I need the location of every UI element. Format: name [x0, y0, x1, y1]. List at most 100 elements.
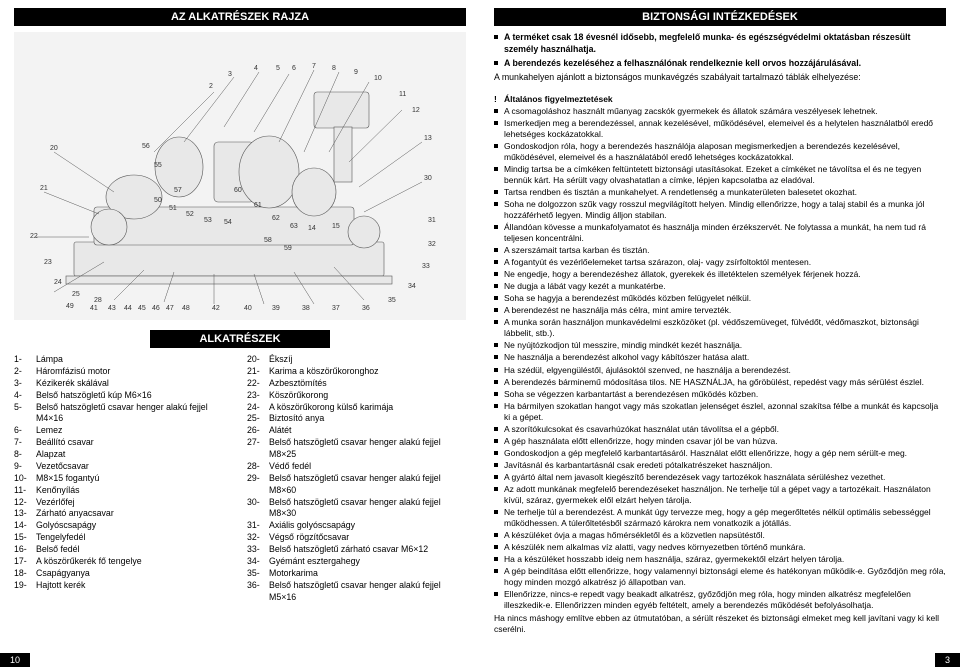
warning-row: Javításnál és karbantartásnál csak erede…	[494, 460, 946, 471]
parts-row: 15-Tengelyfedél	[14, 532, 233, 544]
parts-row: 4-Belső hatszögletű kúp M6×16	[14, 390, 233, 402]
parts-text: Biztosító anya	[269, 413, 466, 425]
svg-text:41: 41	[90, 305, 98, 312]
svg-text:12: 12	[412, 107, 420, 114]
svg-text:58: 58	[264, 237, 272, 244]
warning-text: Soha se hagyja a berendezést működés köz…	[504, 293, 751, 304]
svg-text:52: 52	[186, 211, 194, 218]
warning-row: Ne terhelje túl a berendezést. A munkát …	[494, 507, 946, 529]
parts-text: Tengelyfedél	[36, 532, 233, 544]
svg-text:32: 32	[428, 241, 436, 248]
svg-text:5: 5	[276, 65, 280, 72]
parts-row: 24-A köszörűkorong külső karimája	[247, 402, 466, 414]
parts-text: A köszörűkorong külső karimája	[269, 402, 466, 414]
parts-num: 17-	[14, 556, 36, 568]
square-bullet-icon	[494, 121, 498, 125]
page-number-right: 3	[935, 653, 960, 667]
parts-text: Lámpa	[36, 354, 233, 366]
svg-text:6: 6	[292, 65, 296, 72]
parts-num: 13-	[14, 508, 36, 520]
parts-text: Zárható anyacsavar	[36, 508, 233, 520]
svg-text:47: 47	[166, 305, 174, 312]
parts-text: Vezetőcsavar	[36, 461, 233, 473]
svg-text:53: 53	[204, 217, 212, 224]
square-bullet-icon	[494, 296, 498, 300]
warning-text: A fogantyút és vezérlőelemeket tartsa sz…	[504, 257, 811, 268]
intro-row: A berendezés kezeléséhez a felhasználóna…	[494, 58, 946, 70]
parts-text: Kenőnyílás	[36, 485, 233, 497]
parts-row: 8-Alapzat	[14, 449, 233, 461]
warning-row: Ha bármilyen szokatlan hangot vagy más s…	[494, 401, 946, 423]
warning-text: Ha szédül, elgyengüléstől, ájulásoktól s…	[504, 365, 791, 376]
parts-text: Belső hatszögletű csavar henger alakú fe…	[269, 437, 466, 461]
parts-row: 13-Zárható anyacsavar	[14, 508, 233, 520]
svg-text:9: 9	[354, 69, 358, 76]
svg-text:24: 24	[54, 279, 62, 286]
warning-row: Ne nyújtózkodjon túl messzire, mindig mi…	[494, 340, 946, 351]
parts-num: 22-	[247, 378, 269, 390]
warning-row: A berendezés bárminemű módosítása tilos.…	[494, 377, 946, 388]
warn-title: Általános figyelmeztetések	[504, 94, 613, 104]
parts-row: 12-Vezérlőfej	[14, 497, 233, 509]
square-bullet-icon	[494, 61, 498, 65]
warning-text: A szerszámait tartsa karban és tisztán.	[504, 245, 650, 256]
parts-num: 14-	[14, 520, 36, 532]
parts-text: Lemez	[36, 425, 233, 437]
warning-row: A szorítókulcsokat és csavarhúzókat hasz…	[494, 424, 946, 435]
square-bullet-icon	[494, 260, 498, 264]
intro-block: A terméket csak 18 évesnél idősebb, megf…	[494, 32, 946, 84]
parts-text: Csapágyanya	[36, 568, 233, 580]
warning-row: A szerszámait tartsa karban és tisztán.	[494, 245, 946, 256]
parts-num: 20-	[247, 354, 269, 366]
square-bullet-icon	[494, 272, 498, 276]
parts-list: 1-Lámpa2-Háromfázisú motor3-Kézikerék sk…	[14, 354, 466, 603]
parts-row: 3-Kézikerék skálával	[14, 378, 233, 390]
square-bullet-icon	[494, 439, 498, 443]
warnings-list: A csomagoláshoz használt műanyag zacskók…	[494, 106, 946, 612]
parts-num: 31-	[247, 520, 269, 532]
parts-num: 15-	[14, 532, 36, 544]
parts-row: 6-Lemez	[14, 425, 233, 437]
warning-row: A készüléket óvja a magas hőmérsékletől …	[494, 530, 946, 541]
parts-subtitle: ALKATRÉSZEK	[150, 330, 331, 348]
warning-row: A fogantyút és vezérlőelemeket tartsa sz…	[494, 257, 946, 268]
svg-text:37: 37	[332, 305, 340, 312]
parts-row: 26-Alátét	[247, 425, 466, 437]
parts-row: 28-Védő fedél	[247, 461, 466, 473]
svg-text:49: 49	[66, 303, 74, 310]
svg-text:44: 44	[124, 305, 132, 312]
warning-row: Mindig tartsa be a címkéken feltüntetett…	[494, 164, 946, 186]
square-bullet-icon	[494, 248, 498, 252]
intro-text: A berendezés kezeléséhez a felhasználóna…	[504, 58, 861, 70]
parts-row: 22-Azbesztömítés	[247, 378, 466, 390]
parts-num: 27-	[247, 437, 269, 461]
warning-text: Ellenőrizze, nincs-e repedt vagy beakadt…	[504, 589, 946, 611]
warning-row: Soha se hagyja a berendezést működés köz…	[494, 293, 946, 304]
parts-num: 25-	[247, 413, 269, 425]
warning-row: A gép beindítása előtt ellenőrizze, hogy…	[494, 566, 946, 588]
parts-row: 9-Vezetőcsavar	[14, 461, 233, 473]
page-number-left: 10	[0, 653, 30, 667]
warning-row: Gondoskodjon a gép megfelelő karbantartá…	[494, 448, 946, 459]
parts-text: Alapzat	[36, 449, 233, 461]
warning-text: Javításnál és karbantartásnál csak erede…	[504, 460, 772, 471]
warning-text: Ne dugja a lábát vagy kezét a munkatérbe…	[504, 281, 666, 292]
parts-num: 23-	[247, 390, 269, 402]
parts-text: Belső hatszögletű csavar henger alakú fe…	[269, 497, 466, 521]
parts-text: Karima a köszörűkoronghoz	[269, 366, 466, 378]
warning-text: Ne használja a berendezést alkohol vagy …	[504, 352, 749, 363]
parts-row: 35-Motorkarima	[247, 568, 466, 580]
svg-text:23: 23	[44, 259, 52, 266]
parts-row: 14-Golyóscsapágy	[14, 520, 233, 532]
square-bullet-icon	[494, 368, 498, 372]
svg-text:8: 8	[332, 65, 336, 72]
left-title: AZ ALKATRÉSZEK RAJZA	[14, 8, 466, 26]
warning-text: Mindig tartsa be a címkéken feltüntetett…	[504, 164, 946, 186]
parts-num: 12-	[14, 497, 36, 509]
warning-text: Tartsa rendben és tisztán a munkahelyet.…	[504, 187, 857, 198]
svg-text:42: 42	[212, 305, 220, 312]
svg-text:25: 25	[72, 291, 80, 298]
svg-text:7: 7	[312, 63, 316, 70]
parts-row: 2-Háromfázisú motor	[14, 366, 233, 378]
square-bullet-icon	[494, 320, 498, 324]
